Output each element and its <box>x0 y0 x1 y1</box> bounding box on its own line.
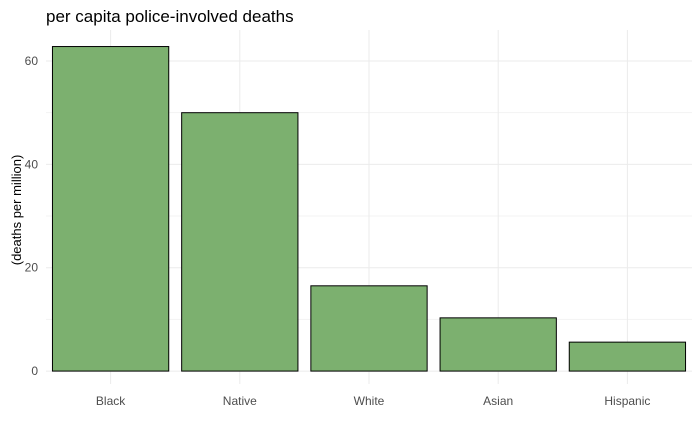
y-tick-label: 20 <box>25 261 39 275</box>
y-axis-ticks: 0 20 40 60 <box>25 54 39 378</box>
bars <box>51 46 687 372</box>
bar-black <box>51 46 170 372</box>
x-tick-label: Hispanic <box>604 394 650 408</box>
y-axis-label: (deaths per million) <box>9 155 24 266</box>
bar-hispanic <box>568 341 687 372</box>
x-tick-label: Asian <box>483 394 513 408</box>
bar-native <box>181 112 299 372</box>
bar-white <box>310 285 428 372</box>
y-tick-label: 60 <box>25 54 39 68</box>
y-tick-label: 0 <box>31 364 38 378</box>
x-axis-ticks: Black Native White Asian Hispanic <box>96 394 650 408</box>
x-tick-label: Black <box>96 394 126 408</box>
y-tick-label: 40 <box>25 157 39 171</box>
x-tick-label: Native <box>223 394 257 408</box>
x-tick-label: White <box>354 394 385 408</box>
bar-asian <box>439 317 557 372</box>
chart-title: per capita police-involved deaths <box>46 7 294 26</box>
